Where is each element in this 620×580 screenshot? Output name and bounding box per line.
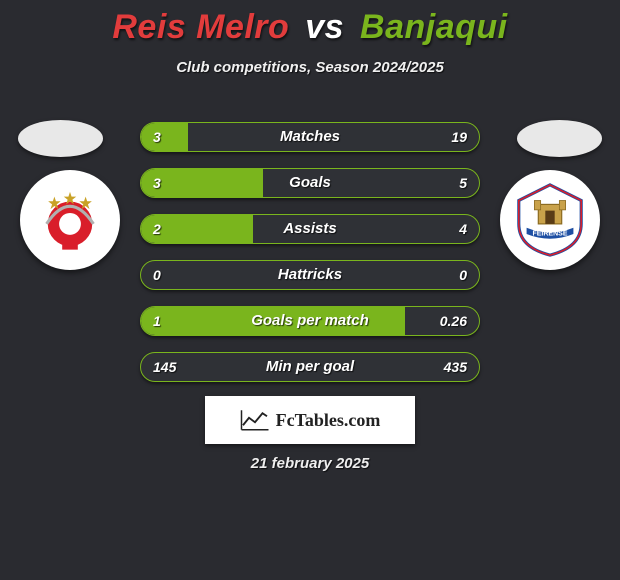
player2-avatar-slot	[517, 120, 602, 157]
stats-table: 3Matches19 3Goals5 2Assists4 0Hattricks0 1Go…	[140, 122, 480, 398]
player1-avatar-slot	[18, 120, 103, 157]
subtitle: Club competitions, Season 2024/2025	[0, 59, 620, 76]
stat-label: Goals per match	[141, 307, 479, 335]
page-title: Reis Melro vs Banjaqui	[0, 0, 620, 47]
benfica-crest	[20, 170, 120, 270]
stat-label: Goals	[141, 169, 479, 197]
stat-label: Matches	[141, 123, 479, 151]
feirense-crest-icon: FEIRENSE	[511, 181, 589, 259]
stat-right-value: 4	[459, 215, 467, 243]
stat-row: 0Hattricks0	[140, 260, 480, 290]
stat-label: Assists	[141, 215, 479, 243]
svg-text:FEIRENSE: FEIRENSE	[532, 231, 567, 238]
stat-right-value: 5	[459, 169, 467, 197]
stat-right-value: 19	[451, 123, 467, 151]
feirense-crest: FEIRENSE	[500, 170, 600, 270]
stat-row: 3Goals5	[140, 168, 480, 198]
stat-label: Min per goal	[141, 353, 479, 381]
date-text: 21 february 2025	[0, 455, 620, 472]
brand-box: FcTables.com	[205, 396, 415, 444]
stat-label: Hattricks	[141, 261, 479, 289]
fctables-icon	[240, 408, 270, 432]
stat-right-value: 435	[444, 353, 467, 381]
stat-row: 3Matches19	[140, 122, 480, 152]
stat-row: 145Min per goal435	[140, 352, 480, 382]
player2-name: Banjaqui	[360, 8, 508, 46]
stat-right-value: 0.26	[440, 307, 467, 335]
vs-text: vs	[305, 8, 344, 46]
stat-row: 1Goals per match0.26	[140, 306, 480, 336]
benfica-crest-icon	[31, 181, 109, 259]
stat-right-value: 0	[459, 261, 467, 289]
player1-name: Reis Melro	[112, 8, 289, 46]
brand-text: FcTables.com	[276, 410, 381, 431]
stat-row: 2Assists4	[140, 214, 480, 244]
